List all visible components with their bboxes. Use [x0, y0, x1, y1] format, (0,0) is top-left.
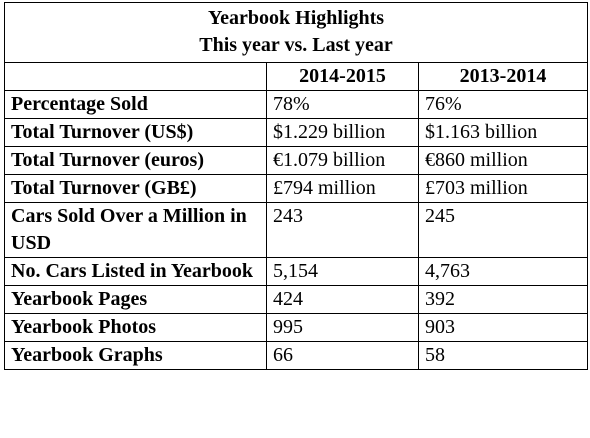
column-header-row: 2014-2015 2013-2014 — [4, 62, 589, 91]
subtitle: This year vs. Last year — [199, 34, 393, 56]
cell: 76% — [417, 90, 589, 119]
cell: 4,763 — [417, 257, 589, 286]
title: Yearbook Highlights — [207, 7, 385, 29]
column-header: 2014-2015 — [266, 62, 419, 91]
row-label: Total Turnover (US$) — [4, 118, 267, 147]
cell: 245 — [417, 202, 589, 258]
table-row: Total Turnover (US$) $1.229 billion $1.163… — [4, 118, 589, 147]
cell: 424 — [266, 285, 419, 314]
title-row: Yearbook Highlights This year vs. Last y… — [3, 2, 589, 63]
cell: 995 — [266, 313, 419, 342]
cell: 5,154 — [266, 257, 419, 286]
column-header: 2013-2014 — [417, 62, 589, 91]
cell: £794 million — [266, 174, 419, 203]
table-row: Cars Sold Over a Million in USD 243 245 — [4, 202, 589, 258]
cell: 903 — [417, 313, 589, 342]
highlights-table: Yearbook Highlights This year vs. Last y… — [3, 2, 589, 370]
table-row: Yearbook Graphs 66 58 — [4, 341, 589, 370]
table-row: Total Turnover (GB£) £794 million £703 mil… — [4, 174, 589, 203]
row-label: No. Cars Listed in Yearbook — [4, 257, 267, 286]
cell: 243 — [266, 202, 419, 258]
table-row: No. Cars Listed in Yearbook 5,154 4,763 — [4, 257, 589, 286]
cell: 58 — [417, 341, 589, 370]
cell: $1.163 billion — [417, 118, 589, 147]
cell: 392 — [417, 285, 589, 314]
row-label: Yearbook Photos — [4, 313, 267, 342]
cell: €860 million — [417, 146, 589, 175]
cell: €1.079 billion — [266, 146, 419, 175]
corner-cell — [4, 62, 267, 91]
row-label: Yearbook Pages — [4, 285, 267, 314]
cell: $1.229 billion — [266, 118, 419, 147]
cell: 78% — [266, 90, 419, 119]
table-row: Yearbook Photos 995 903 — [4, 313, 589, 342]
title-cell: Yearbook Highlights This year vs. Last y… — [3, 2, 589, 63]
table-body: Percentage Sold 78% 76% Total Turnover (US$… — [4, 90, 589, 370]
table-row: Total Turnover (euros) €1.079 billion €860… — [4, 146, 589, 175]
cell: 66 — [266, 341, 419, 370]
row-label: Cars Sold Over a Million in USD — [4, 202, 267, 258]
cell: £703 million — [417, 174, 589, 203]
row-label: Total Turnover (euros) — [4, 146, 267, 175]
row-label: Total Turnover (GB£) — [4, 174, 267, 203]
table-row: Yearbook Pages 424 392 — [4, 285, 589, 314]
row-label: Percentage Sold — [4, 90, 267, 119]
row-label: Yearbook Graphs — [4, 341, 267, 370]
table-head: Yearbook Highlights This year vs. Last y… — [3, 2, 589, 91]
table-row: Percentage Sold 78% 76% — [4, 90, 589, 119]
